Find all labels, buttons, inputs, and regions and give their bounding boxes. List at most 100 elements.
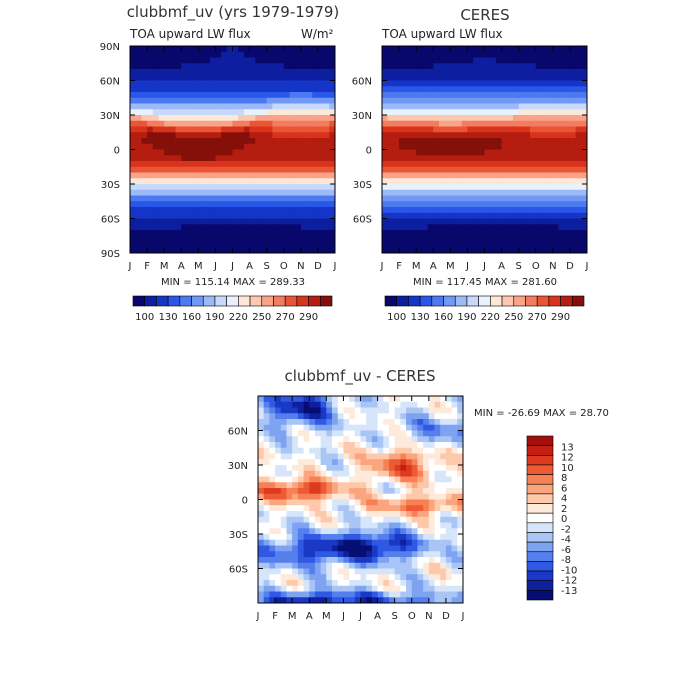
- heatmap-cell: [399, 224, 406, 231]
- heatmap-cell: [581, 126, 588, 133]
- heatmap-cell: [215, 51, 222, 58]
- heatmap-cell: [541, 138, 548, 145]
- heatmap-cell: [332, 557, 339, 564]
- heatmap-cell: [329, 241, 336, 248]
- heatmap-cell: [518, 166, 525, 173]
- heatmap-cell: [295, 241, 302, 248]
- heatmap-cell: [295, 46, 302, 53]
- heatmap-cell: [309, 488, 316, 495]
- heatmap-cell: [192, 115, 199, 122]
- heatmap-cell: [323, 247, 330, 254]
- heatmap-cell: [512, 120, 520, 127]
- heatmap-cell: [275, 436, 282, 443]
- heatmap-cell: [309, 568, 316, 575]
- heatmap-cell: [530, 172, 537, 179]
- heatmap-cell: [221, 166, 228, 173]
- heatmap-cell: [383, 580, 390, 587]
- heatmap-cell: [255, 103, 262, 110]
- heatmap-cell: [283, 103, 290, 110]
- heatmap-cell: [473, 218, 480, 225]
- heatmap-cell: [445, 505, 453, 512]
- heatmap-cell: [404, 224, 411, 231]
- heatmap-cell: [393, 109, 400, 116]
- heatmap-cell: [552, 178, 559, 185]
- heatmap-cell: [263, 453, 270, 460]
- heatmap-cell: [329, 172, 336, 179]
- heatmap-cell: [312, 218, 319, 225]
- heatmap-cell: [249, 149, 256, 156]
- heatmap-cell: [423, 580, 430, 587]
- heatmap-cell: [547, 184, 554, 191]
- heatmap-cell: [226, 126, 233, 133]
- heatmap-cell: [473, 207, 480, 214]
- heatmap-cell: [366, 511, 373, 518]
- heatmap-cell: [181, 138, 188, 145]
- heatmap-cell: [204, 195, 211, 202]
- heatmap-cell: [269, 488, 276, 495]
- heatmap-cell: [428, 442, 435, 449]
- heatmap-cell: [249, 201, 256, 208]
- heatmap-cell: [286, 499, 293, 506]
- heatmap-cell: [232, 109, 239, 116]
- heatmap-cell: [411, 476, 418, 483]
- heatmap-cell: [243, 155, 250, 162]
- heatmap-cell: [581, 201, 588, 208]
- heatmap-cell: [495, 138, 502, 145]
- heatmap-cell: [243, 115, 250, 122]
- heatmap-cell: [249, 109, 256, 116]
- heatmap-cell: [400, 407, 407, 414]
- heatmap-cell: [263, 476, 270, 483]
- heatmap-cell: [558, 115, 565, 122]
- heatmap-cell: [320, 476, 327, 483]
- heatmap-cell: [249, 51, 256, 58]
- heatmap-cell: [421, 161, 428, 168]
- colorbar-label: 6: [561, 483, 567, 494]
- heatmap-cell: [243, 235, 250, 242]
- heatmap-cell: [404, 155, 411, 162]
- heatmap-cell: [387, 241, 394, 248]
- heatmap-cell: [490, 218, 497, 225]
- heatmap-cell: [215, 143, 222, 150]
- heatmap-cell: [535, 212, 542, 219]
- heatmap-cell: [349, 419, 356, 426]
- heatmap-cell: [275, 511, 282, 518]
- heatmap-cell: [169, 120, 176, 127]
- heatmap-cell: [467, 166, 474, 173]
- heatmap-cell: [495, 178, 502, 185]
- heatmap-cell: [360, 516, 367, 523]
- heatmap-cell: [440, 591, 447, 598]
- heatmap-cell: [232, 103, 239, 110]
- heatmap-cell: [406, 447, 413, 454]
- heatmap-cell: [445, 516, 453, 523]
- heatmap-cell: [209, 115, 216, 122]
- heatmap-cell: [440, 430, 447, 437]
- heatmap-cell: [295, 138, 302, 145]
- heatmap-cell: [427, 63, 434, 70]
- heatmap-cell: [428, 574, 435, 581]
- heatmap-cell: [457, 585, 464, 592]
- heatmap-cell: [434, 597, 441, 604]
- heatmap-cell: [451, 551, 458, 558]
- heatmap-cell: [343, 516, 350, 523]
- heatmap-cell: [283, 86, 290, 93]
- heatmap-cell: [243, 172, 250, 179]
- heatmap-cell: [393, 218, 400, 225]
- heatmap-cell: [317, 207, 325, 214]
- heatmap-cell: [226, 74, 233, 81]
- heatmap-cell: [306, 172, 313, 179]
- heatmap-cell: [552, 189, 559, 196]
- heatmap-cell: [314, 562, 322, 569]
- colorbar-label: 290: [551, 312, 570, 323]
- heatmap-cell: [243, 161, 250, 168]
- heatmap-cell: [337, 465, 344, 472]
- heatmap-cell: [512, 172, 520, 179]
- heatmap-cell: [444, 235, 451, 242]
- heatmap-cell: [343, 401, 350, 408]
- heatmap-cell: [564, 189, 571, 196]
- heatmap-cell: [221, 212, 228, 219]
- heatmap-cell: [427, 92, 434, 99]
- heatmap-cell: [411, 591, 418, 598]
- heatmap-cell: [238, 247, 245, 254]
- heatmap-cell: [564, 178, 571, 185]
- heatmap-cell: [289, 224, 296, 231]
